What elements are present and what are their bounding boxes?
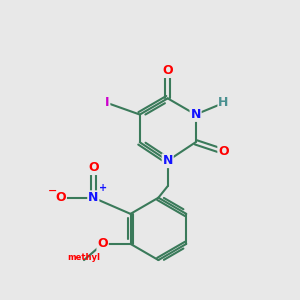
Text: +: + <box>98 184 107 194</box>
Text: O: O <box>88 161 99 174</box>
Text: I: I <box>105 97 110 110</box>
Text: O: O <box>162 64 173 77</box>
Text: O: O <box>218 145 229 158</box>
Text: methyl: methyl <box>68 253 100 262</box>
Text: N: N <box>190 108 201 121</box>
Text: N: N <box>88 191 98 204</box>
Text: N: N <box>163 154 173 167</box>
Text: O: O <box>97 237 108 250</box>
Text: −: − <box>48 186 57 196</box>
Text: O: O <box>56 191 66 204</box>
Text: H: H <box>218 97 229 110</box>
